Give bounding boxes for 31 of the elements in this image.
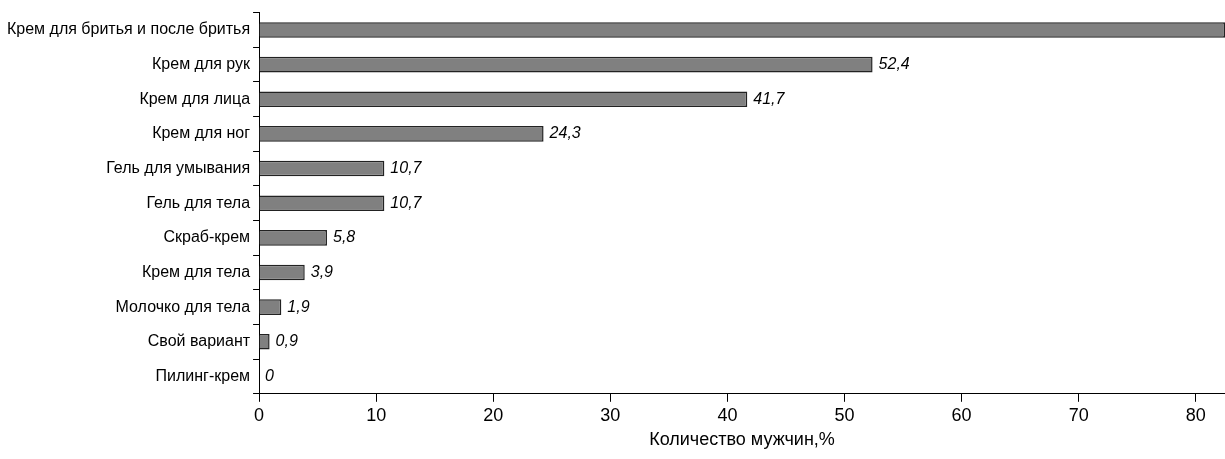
y-tick-label: Пилинг-крем (155, 366, 251, 384)
y-tick-label: Молочко для тела (115, 297, 251, 315)
data-label: 0,9 (275, 332, 298, 350)
data-label: 24,3 (548, 124, 581, 142)
data-label: 41,7 (753, 89, 786, 107)
x-tick-label: 10 (366, 404, 387, 425)
data-label: 10,7 (390, 159, 423, 176)
x-axis-title: Количество мужчин,% (649, 429, 835, 450)
x-tick-label: 80 (1185, 404, 1206, 425)
x-tick-label: 40 (717, 404, 738, 425)
data-label: 5,8 (332, 228, 356, 246)
y-tick-label: Гель для умывания (106, 158, 251, 176)
y-tick-label: Скраб-крем (163, 228, 251, 246)
data-label: 3,9 (310, 262, 334, 280)
x-tick-label: 30 (600, 404, 621, 425)
y-tick-label: Гель для тела (146, 193, 251, 211)
x-tick-label: 50 (834, 404, 855, 425)
y-tick-label: Крем для рук (152, 54, 252, 72)
y-tick-label: Крем для ног (152, 124, 251, 142)
y-tick-label: Крем для тела (141, 262, 251, 280)
y-tick-label: Свой вариант (147, 332, 251, 350)
y-tick-label: Крем для бритья и после бритья (6, 20, 251, 38)
data-label: 52,4 (878, 55, 910, 73)
y-tick-label: Крем для лица (139, 89, 251, 107)
data-label: 1,9 (287, 297, 310, 315)
x-tick-label: 60 (951, 404, 972, 425)
data-label: 0 (265, 366, 275, 384)
x-tick-label: 70 (1068, 404, 1089, 425)
data-label: 10,7 (390, 193, 423, 211)
x-tick-label: 0 (254, 404, 265, 425)
x-tick-label: 20 (483, 404, 504, 425)
